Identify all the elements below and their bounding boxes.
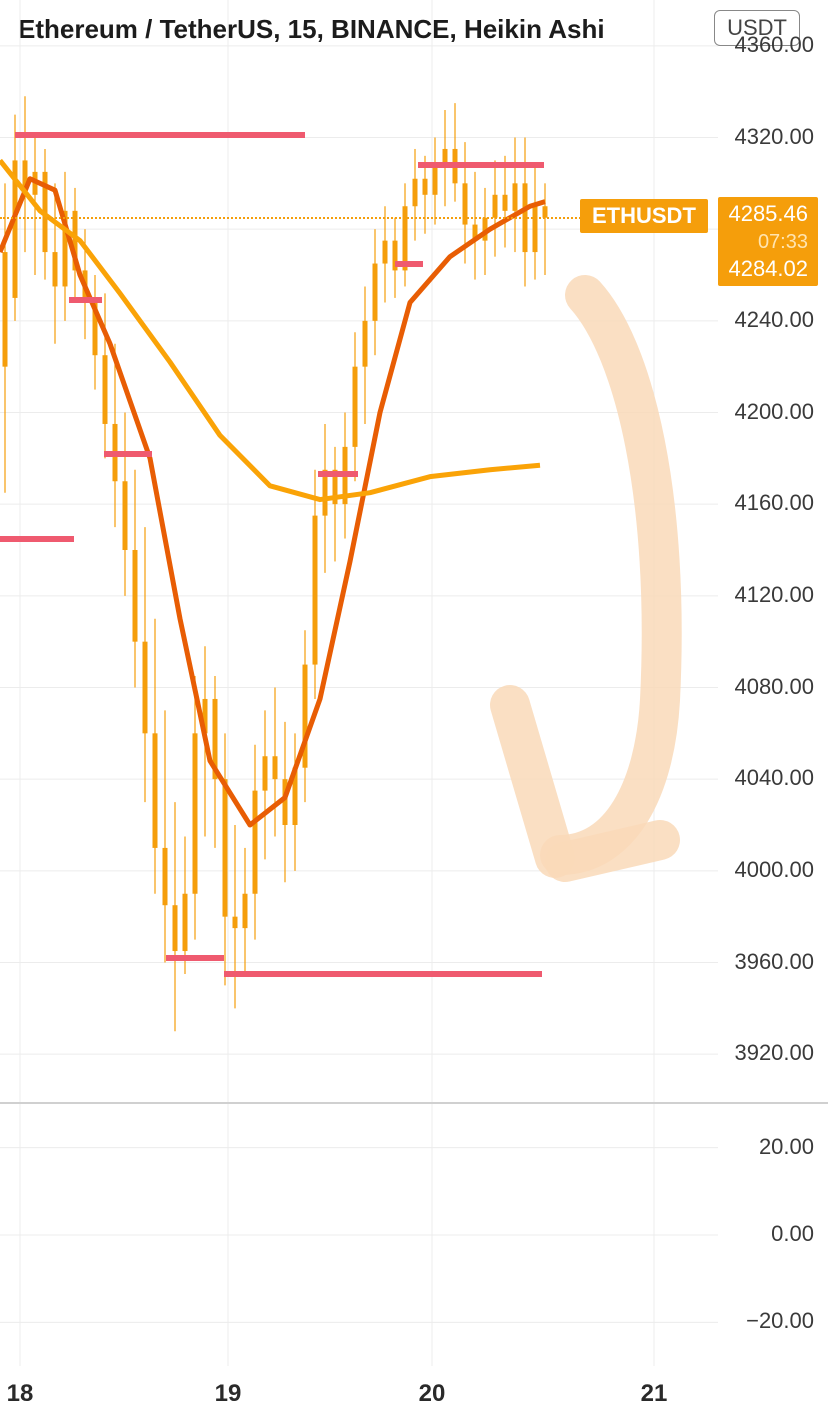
y-tick-label: 4360.00 <box>734 32 814 58</box>
y-tick-label: 4040.00 <box>734 765 814 791</box>
y-tick-label: 20.00 <box>759 1134 814 1160</box>
symbol-badge[interactable]: ETHUSDT <box>580 199 708 233</box>
x-axis: 18 19 20 21 <box>0 1366 828 1426</box>
y-tick-label: 4120.00 <box>734 582 814 608</box>
panel-divider <box>0 1102 828 1104</box>
x-tick-label: 19 <box>215 1380 242 1408</box>
chart-root: Ethereum / TetherUS, 15, BINANCE, Heikin… <box>0 0 828 1426</box>
x-tick-label: 20 <box>419 1380 446 1408</box>
y-tick-label: 4200.00 <box>734 399 814 425</box>
y-tick-label: 4320.00 <box>734 124 814 150</box>
y-tick-label: 3960.00 <box>734 949 814 975</box>
y-tick-label: 4160.00 <box>734 490 814 516</box>
y-tick-label: 4000.00 <box>734 857 814 883</box>
y-tick-label: −20.00 <box>746 1308 814 1334</box>
y-tick-label: 4240.00 <box>734 307 814 333</box>
x-tick-label: 21 <box>641 1380 668 1408</box>
y-tick-label: 0.00 <box>771 1221 814 1247</box>
annotation-arrow <box>0 0 718 1100</box>
y-tick-label: 4080.00 <box>734 674 814 700</box>
x-tick-label: 18 <box>7 1380 34 1408</box>
y-axis: 4360.00 4320.00 4240.00 4200.00 4160.00 4120.… <box>718 0 828 1426</box>
y-tick-label: 3920.00 <box>734 1040 814 1066</box>
